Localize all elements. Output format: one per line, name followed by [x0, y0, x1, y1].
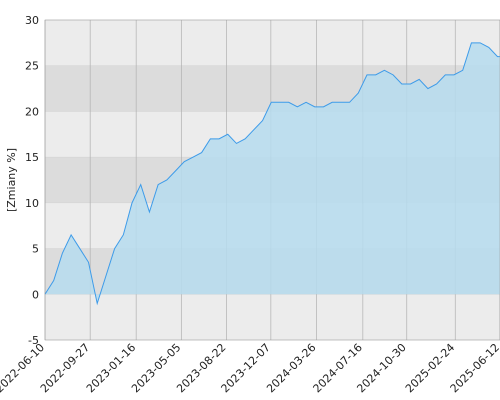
line — [44, 42, 500, 306]
y-tick-label: 0 — [32, 288, 39, 301]
y-tick-label: 20 — [25, 105, 39, 118]
plot-frame — [44, 19, 500, 341]
y-axis-label: [Zmiany %] — [5, 148, 18, 212]
y-tick-label: 5 — [32, 243, 39, 256]
y-tick-label: 30 — [25, 14, 39, 27]
y-tick-label: 25 — [25, 60, 39, 73]
y-tick-label: 15 — [25, 151, 39, 164]
y-tick-label: 10 — [25, 197, 39, 210]
grid-band — [45, 294, 500, 340]
area-fill — [45, 42, 500, 304]
grid-band — [45, 20, 500, 66]
y-tick-label: -5 — [28, 334, 39, 347]
